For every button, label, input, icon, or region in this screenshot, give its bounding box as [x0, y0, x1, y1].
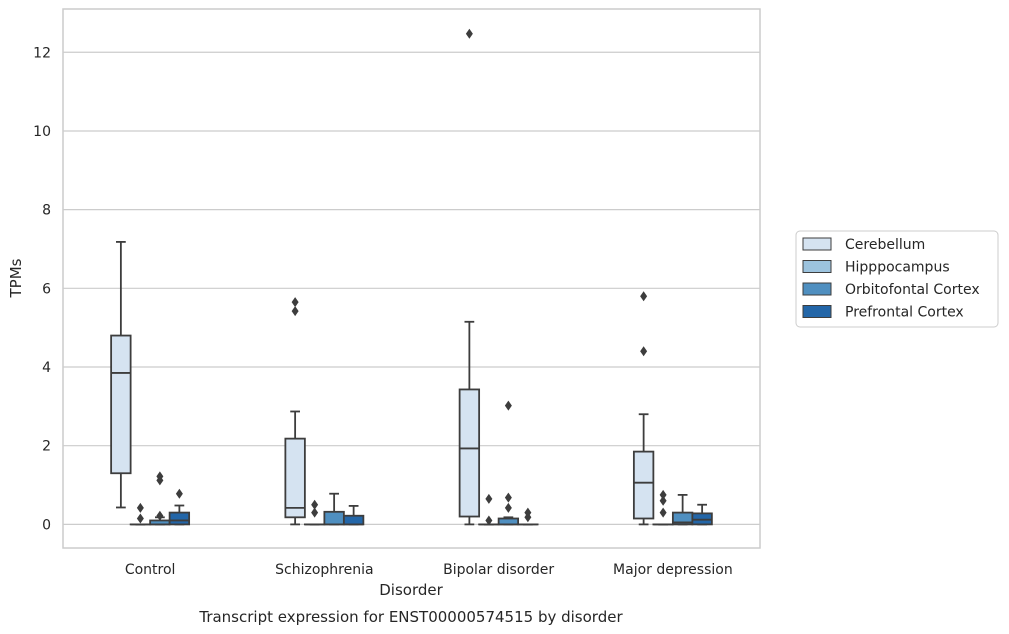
box-orbitofontal-cortex	[149, 471, 171, 526]
x-tick-label: Major depression	[613, 562, 733, 578]
outlier-point	[291, 306, 299, 317]
box-cerebellum	[110, 241, 132, 509]
y-tick-label: 8	[42, 203, 51, 219]
box-orbitofontal-cortex	[671, 493, 694, 526]
legend-swatch	[802, 282, 832, 296]
x-axis-label: Disorder	[379, 581, 443, 599]
x-tick-labels: Control Schizophrenia Bipolar disorder Majo…	[125, 562, 733, 578]
outlier-point	[504, 400, 512, 411]
box-prefrontal-cortex	[168, 488, 191, 526]
outlier-point	[640, 346, 648, 357]
box-cerebellum	[632, 291, 655, 526]
outlier-point	[291, 297, 299, 308]
legend-label: Cerebellum	[845, 237, 925, 253]
outlier-point	[524, 507, 532, 518]
legend-frame	[795, 230, 999, 328]
outlier-point	[156, 510, 164, 521]
outlier-point	[504, 502, 512, 513]
gridlines	[63, 51, 760, 525]
outlier-point	[311, 499, 319, 510]
outlier-point	[485, 493, 493, 504]
box-iqr	[323, 510, 345, 526]
outlier-point	[659, 495, 667, 506]
legend-swatch	[802, 237, 832, 251]
box-plot-area	[110, 28, 713, 526]
box-iqr	[110, 334, 132, 475]
outlier-point	[136, 513, 144, 524]
box-iqr	[342, 514, 365, 526]
y-axis-label: TPMs	[7, 258, 25, 298]
y-tick-label: 2	[42, 439, 51, 455]
legend-swatch	[802, 260, 832, 273]
box-hipppocampus	[303, 499, 326, 526]
box-prefrontal-cortex	[342, 505, 365, 526]
y-tick-labels: 0 2 4 6 8 10 12	[33, 45, 51, 533]
outlier-point	[504, 492, 512, 503]
outlier-point	[465, 28, 473, 39]
box-cerebellum	[284, 297, 306, 526]
outlier-point	[136, 502, 144, 513]
y-tick-label: 10	[33, 124, 51, 140]
box-iqr	[168, 511, 191, 526]
box-hipppocampus	[129, 502, 152, 526]
box-iqr	[458, 388, 481, 518]
outlier-point	[311, 507, 319, 518]
box-iqr	[284, 437, 306, 519]
x-tick-label: Control	[125, 562, 176, 578]
outlier-point	[175, 488, 183, 499]
legend-label: Prefrontal Cortex	[845, 305, 964, 321]
outlier-point	[640, 291, 648, 302]
plot-frame	[62, 8, 761, 549]
outlier-point	[485, 515, 493, 526]
box-iqr	[632, 450, 655, 520]
y-tick-label: 12	[33, 45, 51, 61]
box-hipppocampus	[478, 493, 500, 526]
box-prefrontal-cortex	[517, 507, 539, 526]
legend: Cerebellum Hipppocampus Orbitofontal Corte…	[795, 230, 999, 328]
chart-caption: Transcript expression for ENST0000057451…	[198, 608, 623, 626]
legend-label: Orbitofontal Cortex	[845, 282, 980, 298]
outlier-point	[156, 471, 164, 482]
box-cerebellum	[458, 28, 481, 526]
legend-label: Hipppocampus	[845, 260, 950, 276]
outlier-point	[659, 507, 667, 518]
box-hipppocampus	[652, 489, 674, 526]
legend-swatch	[802, 305, 832, 318]
y-tick-label: 0	[42, 517, 51, 533]
y-tick-label: 4	[42, 360, 51, 376]
x-tick-label: Bipolar disorder	[443, 562, 554, 578]
y-tick-label: 6	[42, 281, 51, 297]
box-orbitofontal-cortex	[497, 400, 520, 526]
box-prefrontal-cortex	[691, 503, 713, 526]
outlier-point	[659, 489, 667, 500]
x-tick-label: Schizophrenia	[275, 562, 373, 578]
box-orbitofontal-cortex	[323, 492, 345, 526]
